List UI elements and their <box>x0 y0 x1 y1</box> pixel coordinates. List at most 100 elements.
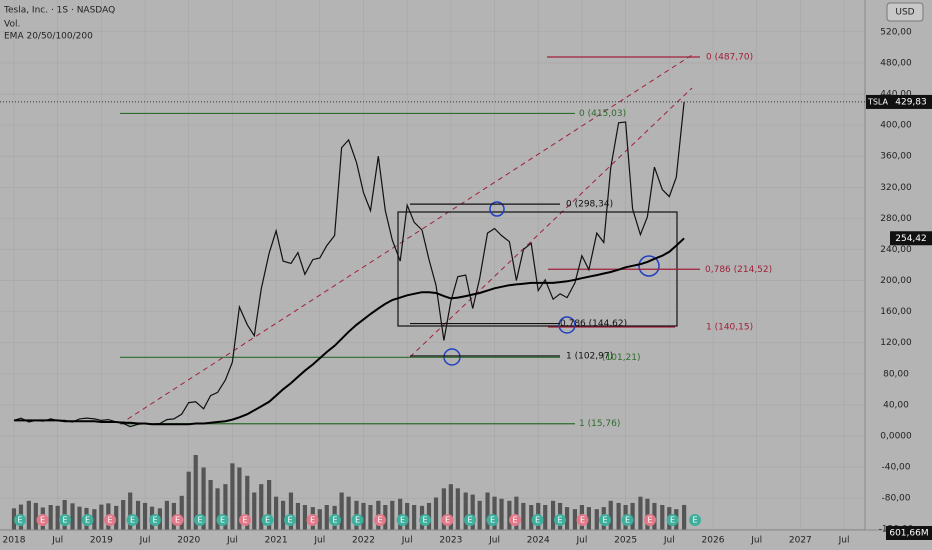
volume-bar <box>433 497 439 530</box>
y-tick-label: 200,00 <box>880 276 912 286</box>
volume-bar <box>608 500 613 530</box>
level-label: (101,21) <box>602 353 641 363</box>
x-tick-label: 2026 <box>702 536 725 546</box>
volume-bar <box>55 505 60 530</box>
earnings-label: E <box>152 516 157 525</box>
x-tick-label: Jul <box>139 536 151 546</box>
earnings-marker <box>81 514 94 526</box>
volume-bar <box>252 492 257 530</box>
currency-button[interactable] <box>886 2 924 22</box>
earnings-marker <box>554 514 566 526</box>
level-label: 0 (415,03) <box>579 109 626 119</box>
x-tick-label: Jul <box>401 536 413 546</box>
earnings-label: E <box>287 516 292 525</box>
x-tick-label: Jul <box>51 536 63 546</box>
x-tick-label: 2019 <box>90 536 113 546</box>
earnings-marker <box>194 514 206 526</box>
earnings-marker <box>126 514 139 526</box>
circle <box>638 255 660 277</box>
earnings-label: E <box>445 516 450 525</box>
volume-bar <box>274 496 279 530</box>
volume-bar <box>114 505 119 530</box>
earnings-label: E <box>85 516 90 525</box>
y-tick-label: 360,00 <box>880 152 912 162</box>
volume-bar <box>245 475 250 530</box>
y-tick-label: 240,00 <box>880 245 912 255</box>
earnings-marker <box>666 514 679 526</box>
volume-bar <box>412 505 417 530</box>
volume-bar <box>164 500 169 530</box>
earnings-label: E <box>647 516 652 525</box>
volume-bar <box>448 484 453 530</box>
volume-bar <box>77 506 82 530</box>
earnings-marker <box>419 514 431 526</box>
x-tick-label: 2027 <box>789 536 812 546</box>
y-tick-label: 320,00 <box>880 183 912 193</box>
earnings-label: E <box>422 516 427 525</box>
earnings-marker <box>104 514 116 526</box>
volume-bar <box>11 508 17 530</box>
x-tick-label: 2025 <box>614 536 637 546</box>
volume-bar <box>142 502 148 530</box>
volume-bar <box>121 500 126 530</box>
y-tick-label: -80,00 <box>881 494 910 504</box>
volume-bar <box>514 496 519 530</box>
trend-line <box>409 87 693 358</box>
y-tick-label: 520,00 <box>880 27 912 37</box>
ticker-tag <box>866 94 890 109</box>
volume-bar <box>550 500 556 530</box>
volume-bar <box>237 467 242 530</box>
volume-bar <box>128 492 133 530</box>
earnings-label: E <box>62 516 67 525</box>
earnings-marker <box>486 514 499 526</box>
volume-bar <box>529 505 534 530</box>
y-tick-label: 40,00 <box>883 400 909 410</box>
earnings-marker <box>239 514 251 526</box>
earnings-label: E <box>692 516 697 525</box>
x-tick-label: Jul <box>488 536 500 546</box>
earnings-marker <box>171 514 184 526</box>
earnings-label: E <box>130 516 135 525</box>
currency[interactable]: USD <box>895 8 914 18</box>
earnings-marker <box>351 514 364 526</box>
y-tick-label: 280,00 <box>880 214 912 224</box>
earnings-marker <box>284 514 296 526</box>
level-label: 1 (15,76) <box>579 419 620 429</box>
earnings-label: E <box>220 516 225 525</box>
volume-bar <box>398 498 403 530</box>
volume-bar <box>470 494 475 530</box>
price-tag <box>890 94 932 109</box>
volume-bar <box>463 492 468 530</box>
level-label: 1 (140,15) <box>706 323 753 333</box>
volume-bar <box>317 509 322 530</box>
earnings-label: E <box>265 516 270 525</box>
volume-bar <box>26 500 31 530</box>
earnings-label: E <box>332 516 337 525</box>
earnings-label: E <box>625 516 630 525</box>
volume-bar <box>92 509 97 530</box>
volume-bar <box>295 502 301 530</box>
volume-bar <box>660 505 665 530</box>
y-tick-label: 480,00 <box>880 58 912 68</box>
last-ema: 254,42 <box>895 234 927 244</box>
earnings-label: E <box>467 516 472 525</box>
ema-tag <box>890 231 932 246</box>
earnings-marker <box>306 514 319 526</box>
earnings-label: E <box>400 516 405 525</box>
volume-bar <box>361 502 366 530</box>
earnings-label: E <box>557 516 562 525</box>
x-tick-label: Jul <box>838 536 850 546</box>
earnings-label: E <box>197 516 202 525</box>
volume-bar <box>638 496 643 530</box>
earnings-marker <box>689 514 701 526</box>
plot-area <box>0 0 865 530</box>
volume-bar <box>499 498 504 530</box>
series-line <box>13 101 685 428</box>
volume-bar <box>543 505 548 530</box>
volume-bar <box>477 500 482 530</box>
volume-bar <box>288 492 294 530</box>
earnings-label: E <box>242 516 247 525</box>
level-label: 0 (298,34) <box>566 200 613 210</box>
earnings-label: E <box>670 516 675 525</box>
y-tick-label: 160,00 <box>880 307 912 317</box>
